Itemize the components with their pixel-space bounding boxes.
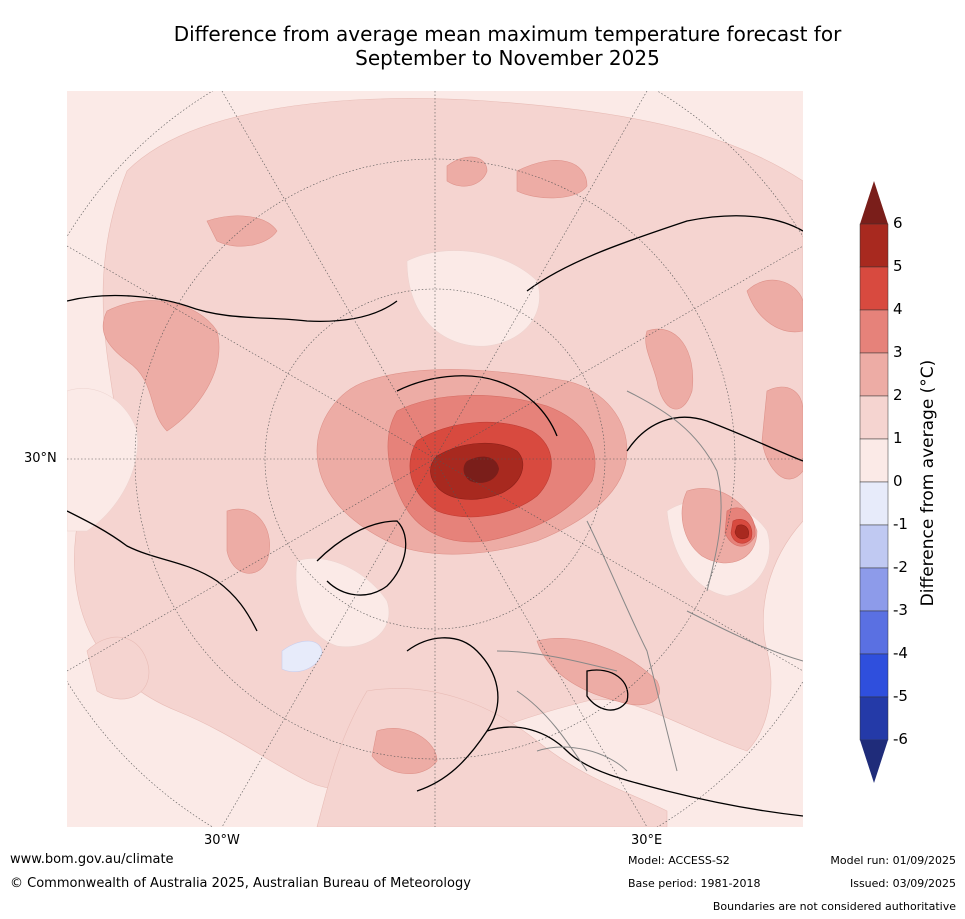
field-0-1-patches	[67, 250, 770, 648]
colorbar-tick-label: 2	[893, 386, 903, 404]
colorbar-tick-label: -2	[893, 558, 908, 576]
colorbar-swatch-m1_0	[859, 481, 889, 526]
colorbar-swatch-0_1	[859, 438, 889, 483]
title-line-1: Difference from average mean maximum tem…	[173, 22, 842, 46]
colorbar-swatch-m2_m1	[859, 524, 889, 569]
colorbar-swatch-m4_m3	[859, 610, 889, 655]
lon-label-30w: 30°W	[204, 833, 240, 848]
field-neg-1-0	[281, 640, 323, 673]
colorbar-under-triangle	[860, 740, 888, 783]
colorbar-swatch-1_2	[859, 395, 889, 440]
model-text: Model: ACCESS-S2	[628, 854, 730, 867]
title-line-2: September to November 2025	[355, 46, 660, 70]
colorbar	[859, 181, 889, 783]
map-title: Difference from average mean maximum tem…	[60, 22, 955, 70]
disclaimer-text: Boundaries are not considered authoritat…	[712, 900, 956, 913]
anomaly-map	[67, 91, 803, 827]
colorbar-tick-label: -5	[893, 687, 908, 705]
colorbar-swatch-m6_m5	[859, 696, 889, 741]
field-over-6	[463, 456, 499, 483]
copyright-text: © Commonwealth of Australia 2025, Austra…	[10, 876, 471, 891]
lat-label-30n: 30°N	[24, 451, 57, 466]
colorbar-swatch-4_5	[859, 266, 889, 311]
colorbar-tick-label: -6	[893, 730, 908, 748]
colorbar-swatch-3_4	[859, 309, 889, 354]
colorbar-tick-label: 1	[893, 429, 903, 447]
colorbar-over-triangle	[860, 181, 888, 224]
lon-label-30e: 30°E	[631, 833, 663, 848]
colorbar-tick-label: 0	[893, 472, 903, 490]
colorbar-tick-label: 5	[893, 257, 903, 275]
issued-text: Issued: 03/09/2025	[849, 877, 956, 890]
base-period-text: Base period: 1981-2018	[628, 877, 761, 890]
colorbar-swatch-2_3	[859, 352, 889, 397]
colorbar-swatch-m3_m2	[859, 567, 889, 612]
colorbar-tick-label: -4	[893, 644, 908, 662]
website-link[interactable]: www.bom.gov.au/climate	[10, 852, 174, 867]
colorbar-label: Difference from average (°C)	[918, 359, 938, 607]
colorbar-tick-label: 3	[893, 343, 903, 361]
graticule	[67, 91, 803, 827]
model-run-text: Model run: 01/09/2025	[830, 854, 956, 867]
colorbar-tick-label: -1	[893, 515, 908, 533]
colorbar-swatch-m5_m4	[859, 653, 889, 698]
country-borders	[496, 390, 803, 772]
colorbar-swatch-5_6	[859, 223, 889, 268]
colorbar-tick-label: 6	[893, 214, 903, 232]
colorbar-tick-label: 4	[893, 300, 903, 318]
colorbar-tick-label: -3	[893, 601, 908, 619]
